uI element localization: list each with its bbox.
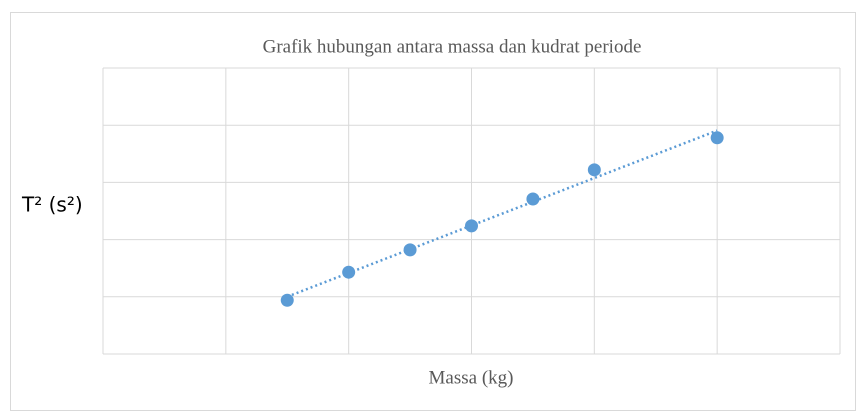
data-point	[587, 163, 601, 177]
trendline	[286, 129, 718, 298]
data-point	[342, 265, 356, 279]
chart-frame	[10, 12, 856, 411]
data-point	[280, 293, 294, 307]
data-point	[403, 243, 417, 257]
chart-title: Grafik hubungan antara massa dan kudrat …	[263, 36, 642, 57]
y-axis-label: T² (s²)	[21, 193, 83, 217]
data-point	[710, 131, 724, 145]
data-point	[465, 219, 478, 233]
data-point	[526, 192, 540, 206]
x-axis-label: Massa (kg)	[429, 367, 514, 388]
